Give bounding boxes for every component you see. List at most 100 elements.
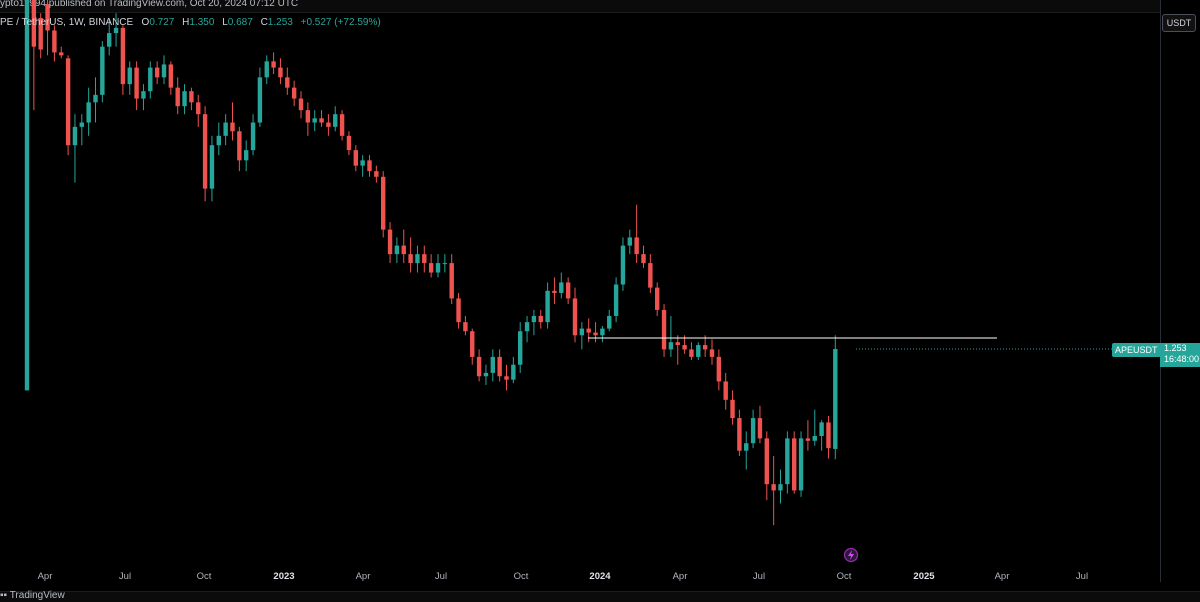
candle-body: [202, 114, 208, 189]
symbol-price-label: APEUSDT: [1112, 343, 1161, 357]
candle-body: [572, 298, 578, 336]
candle-body: [360, 160, 365, 166]
candle-body: [374, 171, 379, 177]
candle-body: [682, 345, 687, 350]
candle-body: [531, 315, 537, 323]
candle-body: [216, 135, 221, 146]
candle-body: [394, 245, 400, 255]
candle-body: [757, 418, 763, 439]
candle-body: [545, 290, 550, 323]
open-value: 0.727: [149, 17, 175, 28]
candle-body: [141, 91, 146, 99]
candle-body: [408, 254, 413, 264]
candle-body: [771, 484, 776, 491]
tradingview-logo[interactable]: ▪▪ TradingView: [0, 590, 65, 601]
candle-body: [134, 67, 139, 99]
ohlc-legend: PE / TetherUS, 1W, BINANCE O0.727 H1.350…: [0, 17, 386, 28]
candle-body: [285, 77, 290, 88]
x-tick-label: Jul: [435, 571, 447, 582]
candle-body: [31, 0, 37, 47]
candle-body: [764, 438, 769, 485]
x-tick-label: Jul: [119, 571, 131, 582]
flash-bolt-icon: [848, 550, 854, 560]
candle-body: [565, 282, 571, 299]
candle-body: [271, 61, 276, 68]
candle-body: [607, 315, 612, 329]
candle-body: [161, 64, 167, 78]
candle-body: [339, 114, 345, 136]
last-price-label: 1.253 16:48:00: [1160, 343, 1200, 367]
candle-body: [346, 135, 352, 151]
candle-body: [182, 91, 187, 107]
candle-body: [593, 332, 598, 336]
x-tick-label: Oct: [514, 571, 529, 582]
candle-body: [798, 438, 804, 491]
candle-body: [511, 364, 516, 380]
candle-body: [264, 61, 269, 78]
candle-body: [127, 67, 132, 85]
close-value: 1.253: [267, 17, 293, 28]
candle-body: [79, 122, 84, 127]
candle-body: [750, 418, 756, 444]
candle-body: [230, 122, 235, 132]
candle-body: [298, 98, 304, 111]
candle-body: [833, 348, 838, 449]
close-label: C: [260, 17, 268, 28]
x-tick-label: Apr: [356, 571, 371, 582]
candle-body: [422, 254, 427, 264]
candle-body: [463, 322, 468, 332]
high-label: H: [182, 17, 190, 28]
candle-body: [189, 91, 194, 103]
price-axis[interactable]: [1160, 0, 1200, 582]
candle-body: [24, 0, 30, 391]
symbol-text: PE / TetherUS, 1W, BINANCE: [0, 17, 134, 28]
tradingview-logo-text: TradingView: [9, 590, 65, 601]
candle-body: [476, 356, 482, 377]
candle-body: [148, 67, 153, 92]
candle-body: [702, 345, 708, 350]
price-chart[interactable]: 7.5006.5005.5004.5003.9003.3002.9002.500…: [0, 0, 1160, 592]
candle-body: [175, 87, 180, 107]
candle-body: [196, 102, 201, 115]
candle-body: [45, 4, 50, 31]
candle-body: [435, 263, 441, 273]
candle-body: [237, 131, 242, 161]
x-tick-label: Apr: [673, 571, 688, 582]
candle-body: [634, 237, 639, 255]
candle-body: [65, 58, 71, 146]
candle-body: [490, 356, 495, 373]
x-tick-label: 2025: [913, 571, 935, 582]
candle-body: [586, 328, 591, 333]
open-label: O: [141, 17, 150, 28]
candle-body: [648, 263, 653, 288]
candle-body: [168, 64, 174, 88]
candle-body: [305, 110, 311, 123]
high-value: 1.350: [189, 17, 215, 28]
candle-body: [154, 67, 160, 78]
candle-body: [613, 284, 619, 316]
candle-body: [730, 399, 735, 419]
candle-body: [367, 160, 372, 172]
candle-body: [716, 356, 722, 382]
candle-body: [689, 349, 694, 357]
candle-body: [333, 114, 338, 127]
x-tick-label: Apr: [995, 571, 1010, 582]
candle-body: [59, 52, 64, 56]
candle-body: [655, 287, 660, 310]
candle-body: [579, 328, 585, 336]
candle-body: [737, 418, 742, 451]
candle-body: [250, 122, 256, 151]
currency-button[interactable]: USDT: [1162, 14, 1196, 32]
candle-body: [86, 102, 91, 123]
candle-body: [113, 27, 119, 34]
candle-body: [381, 176, 386, 230]
publish-bar: ypto11994 published on TradingView.com, …: [0, 0, 1160, 13]
candle-body: [319, 118, 324, 123]
candle-body: [93, 94, 98, 103]
candle-body: [792, 438, 797, 491]
candle-body: [627, 237, 632, 246]
candle-body: [696, 345, 701, 357]
candle-body: [497, 356, 502, 377]
candle-body: [812, 436, 817, 441]
candle-body: [353, 150, 358, 166]
